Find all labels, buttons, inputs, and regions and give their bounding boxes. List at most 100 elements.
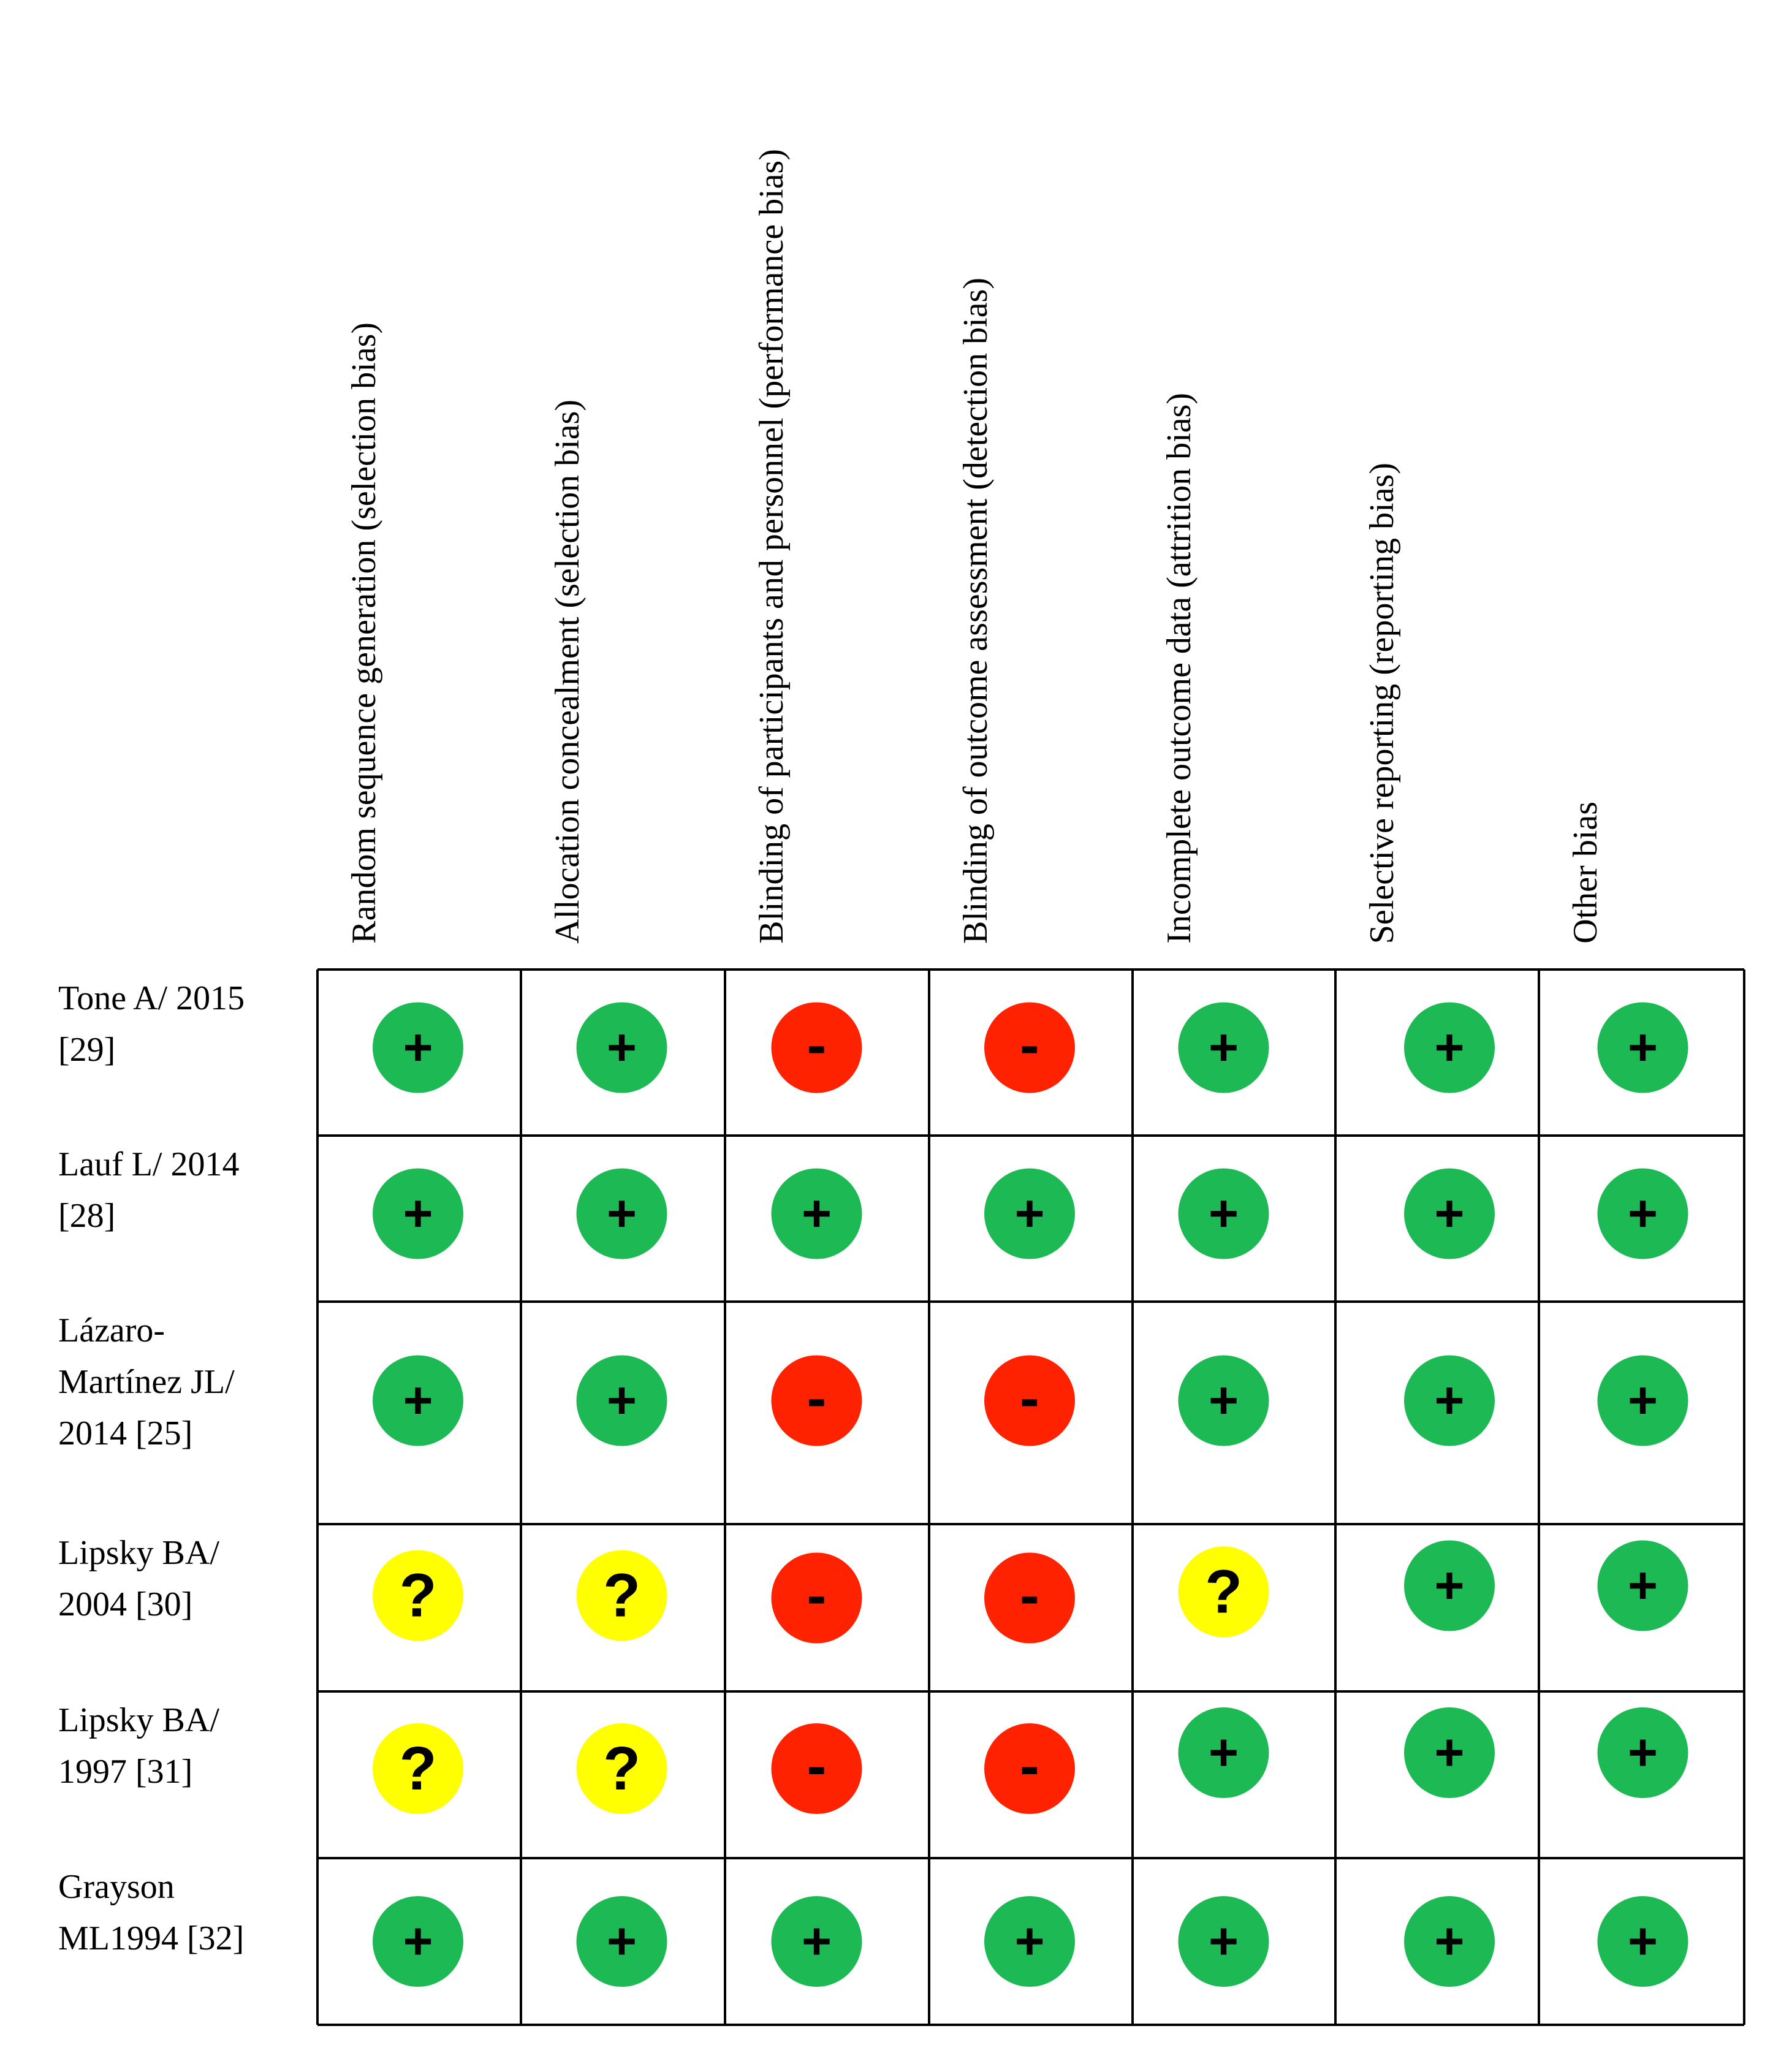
rating-marker-low [576, 1002, 667, 1093]
rating-marker-low [1178, 1707, 1269, 1798]
rating-symbol-low: + [1434, 1912, 1464, 1970]
study-label-line: Lauf L/ 2014 [58, 1145, 240, 1183]
study-label: Lázaro- Martínez JL/2014 [25] [58, 1305, 235, 1459]
study-label-line: ML1994 [32] [58, 1919, 245, 1957]
study-label-line: 2004 [30] [58, 1585, 193, 1623]
study-label-line: Lipsky BA/ [58, 1534, 219, 1572]
rating-symbol-high: - [1020, 1733, 1039, 1799]
rating-marker-low [984, 1896, 1075, 1987]
rating-marker-low [576, 1355, 667, 1446]
rating-symbol-low: + [802, 1912, 832, 1970]
rating-symbol-low: + [1434, 1185, 1464, 1242]
study-label-line: Lipsky BA/ [58, 1701, 219, 1739]
rating-symbol-high: - [1020, 1365, 1039, 1431]
study-label-line: 1997 [31] [58, 1753, 193, 1791]
rating-symbol-low: + [607, 1185, 637, 1242]
rating-symbol-high: - [807, 1012, 827, 1078]
rating-marker-low [1597, 1355, 1688, 1446]
rating-symbol-low: + [1209, 1372, 1239, 1429]
rating-marker-low [1404, 1540, 1495, 1631]
rating-symbol-unclear: ? [399, 1562, 436, 1630]
rating-symbol-high: - [807, 1365, 827, 1431]
study-label-line: [29] [58, 1031, 116, 1069]
rating-symbol-low: + [1628, 1557, 1658, 1614]
rating-symbol-low: + [403, 1185, 433, 1242]
study-label: Grayson ML1994 [32] [58, 1861, 244, 1964]
rating-marker-high [771, 1002, 862, 1093]
rating-symbol-unclear: ? [1205, 1558, 1242, 1626]
rating-symbol-low: + [403, 1912, 433, 1970]
rating-marker-unclear [373, 1723, 463, 1814]
rating-symbol-low: + [1014, 1185, 1044, 1242]
rating-marker-low [1597, 1168, 1688, 1259]
rating-marker-low [1178, 1355, 1269, 1446]
rating-marker-unclear [373, 1550, 463, 1641]
rating-symbol-low: + [1209, 1912, 1239, 1970]
rating-marker-high [984, 1355, 1075, 1446]
study-label-line: 2014 [25] [58, 1414, 193, 1452]
rating-marker-high [771, 1355, 862, 1446]
rating-symbol-low: + [607, 1019, 637, 1076]
rating-symbol-low: + [1434, 1019, 1464, 1076]
rating-marker-low [1597, 1896, 1688, 1987]
study-label: Lipsky BA/2004 [30] [58, 1527, 219, 1630]
rating-marker-unclear [576, 1723, 667, 1814]
rating-symbol-low: + [607, 1372, 637, 1429]
rating-symbol-low: + [1434, 1372, 1464, 1429]
rating-marker-low [373, 1355, 463, 1446]
study-label-line: Martínez JL/ [58, 1363, 235, 1401]
rating-marker-low [1178, 1002, 1269, 1093]
rating-marker-low [771, 1896, 862, 1987]
study-label: Lipsky BA/1997 [31] [58, 1694, 219, 1797]
rating-marker-low [1404, 1896, 1495, 1987]
rating-symbol-low: + [1014, 1912, 1044, 1970]
study-label-line: Tone A/ 2015 [58, 979, 245, 1017]
rating-marker-high [771, 1723, 862, 1814]
rating-marker-low [984, 1168, 1075, 1259]
rating-symbol-unclear: ? [399, 1734, 436, 1803]
rating-symbol-low: + [1434, 1723, 1464, 1781]
rating-symbol-low: + [1628, 1185, 1658, 1242]
rating-symbol-low: + [1434, 1557, 1464, 1614]
rating-symbol-low: + [1628, 1019, 1658, 1076]
rating-symbol-low: + [403, 1019, 433, 1076]
rating-marker-low [1178, 1896, 1269, 1987]
rating-marker-low [576, 1896, 667, 1987]
rating-marker-low [1597, 1002, 1688, 1093]
rating-marker-high [984, 1723, 1075, 1814]
rating-marker-high [771, 1552, 862, 1644]
rating-marker-high [984, 1002, 1075, 1093]
rating-marker-low [1178, 1168, 1269, 1259]
rating-symbol-low: + [607, 1912, 637, 1970]
rating-marker-low [771, 1168, 862, 1259]
rating-symbol-low: + [1209, 1185, 1239, 1242]
rating-marker-low [1597, 1540, 1688, 1631]
rating-symbol-unclear: ? [603, 1562, 640, 1630]
study-label-line: Grayson [58, 1868, 175, 1906]
rating-marker-low [1404, 1355, 1495, 1446]
rating-marker-low [373, 1002, 463, 1093]
rating-symbol-low: + [1628, 1372, 1658, 1429]
study-label-line: Lázaro- [58, 1311, 165, 1349]
rating-marker-unclear [576, 1550, 667, 1641]
rating-symbol-high: - [807, 1563, 827, 1628]
rating-marker-low [1597, 1707, 1688, 1798]
rating-symbol-high: - [1020, 1563, 1039, 1628]
rating-marker-low [373, 1896, 463, 1987]
rating-marker-low [1404, 1707, 1495, 1798]
rating-symbol-low: + [1628, 1723, 1658, 1781]
rating-marker-low [1404, 1002, 1495, 1093]
rating-symbol-low: + [1209, 1723, 1239, 1781]
rating-marker-low [576, 1168, 667, 1259]
rating-symbol-low: + [1628, 1912, 1658, 1970]
rating-marker-high [984, 1552, 1075, 1644]
rating-marker-low [1404, 1168, 1495, 1259]
rating-symbol-unclear: ? [603, 1734, 640, 1803]
rating-symbol-low: + [1209, 1019, 1239, 1076]
study-label-line: [28] [58, 1197, 116, 1235]
study-label: Lauf L/ 2014 [28] [58, 1139, 239, 1242]
rating-marker-low [373, 1168, 463, 1259]
study-label: Tone A/ 2015 [29] [58, 973, 245, 1076]
